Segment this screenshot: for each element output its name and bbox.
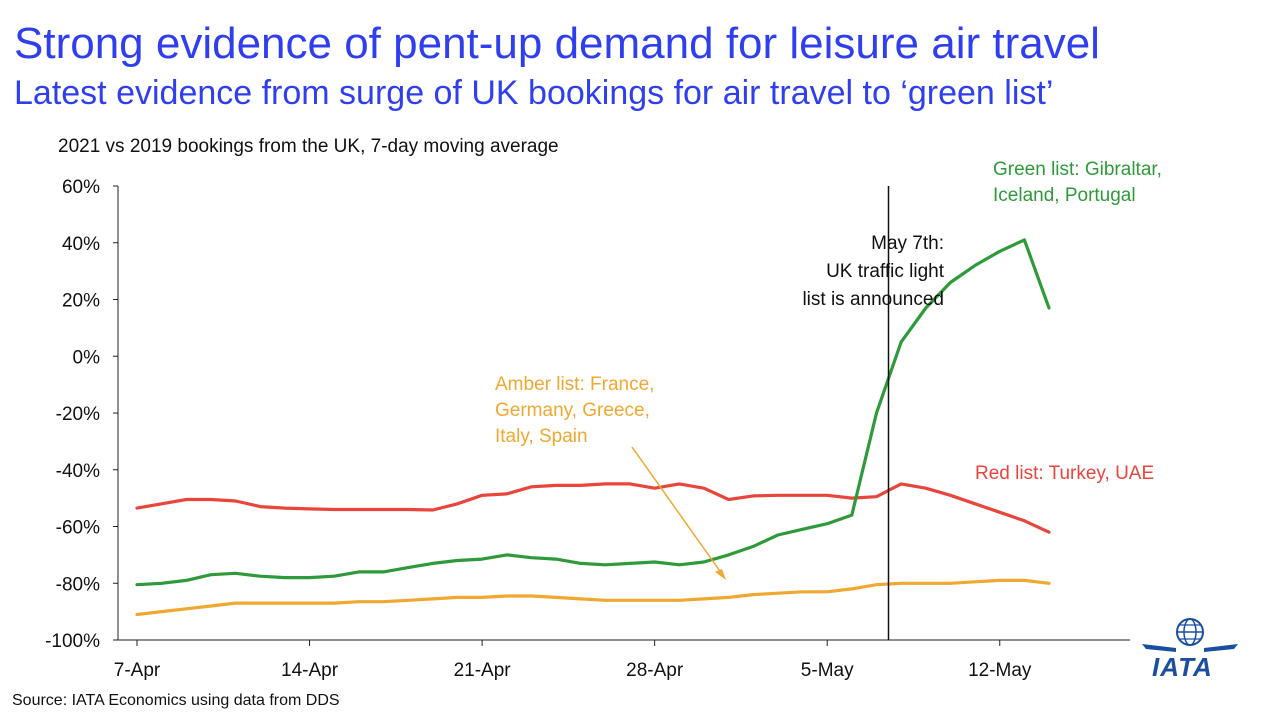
red-list-label: Red list: Turkey, UAE — [975, 463, 1154, 484]
page-subtitle: Latest evidence from surge of UK booking… — [14, 74, 1054, 112]
y-tick-label: 0% — [73, 347, 101, 368]
x-tick-label: 7-Apr — [114, 660, 161, 681]
amber-list-label: Amber list: France, — [495, 374, 654, 395]
x-tick-label: 28-Apr — [626, 660, 684, 681]
source-note: Source: IATA Economics using data from D… — [12, 692, 340, 709]
y-tick-label: 40% — [62, 234, 100, 255]
green-list-label: Green list: Gibraltar, — [993, 159, 1162, 180]
event-label: UK traffic light — [826, 261, 945, 282]
x-tick-label: 14-Apr — [281, 660, 339, 681]
x-tick-label: 12-May — [968, 660, 1032, 681]
x-tick-label: 21-Apr — [454, 660, 512, 681]
chart-title: 2021 vs 2019 bookings from the UK, 7-day… — [58, 136, 559, 157]
y-tick-label: -60% — [56, 518, 100, 539]
amber-list-label: Germany, Greece, — [495, 400, 650, 421]
y-tick-label: 60% — [62, 177, 100, 198]
series-line — [135, 578, 1051, 617]
series-line — [135, 482, 1051, 534]
amber-arrow-head — [715, 569, 726, 580]
series-line — [135, 238, 1051, 587]
logo-text: IATA — [1152, 652, 1213, 682]
y-tick-label: -20% — [56, 404, 100, 425]
event-label: list is announced — [802, 289, 944, 310]
y-tick-label: -80% — [56, 574, 100, 595]
iata-logo-icon — [1142, 618, 1238, 652]
y-tick-label: -100% — [45, 631, 100, 652]
page-title: Strong evidence of pent-up demand for le… — [14, 19, 1100, 68]
event-label: May 7th: — [871, 233, 944, 254]
y-tick-label: 20% — [62, 291, 100, 312]
green-list-label: Iceland, Portugal — [993, 185, 1136, 206]
y-tick-label: -40% — [56, 461, 100, 482]
amber-list-label: Italy, Spain — [495, 426, 588, 447]
x-tick-label: 5-May — [801, 660, 854, 681]
amber-arrow — [631, 446, 723, 575]
